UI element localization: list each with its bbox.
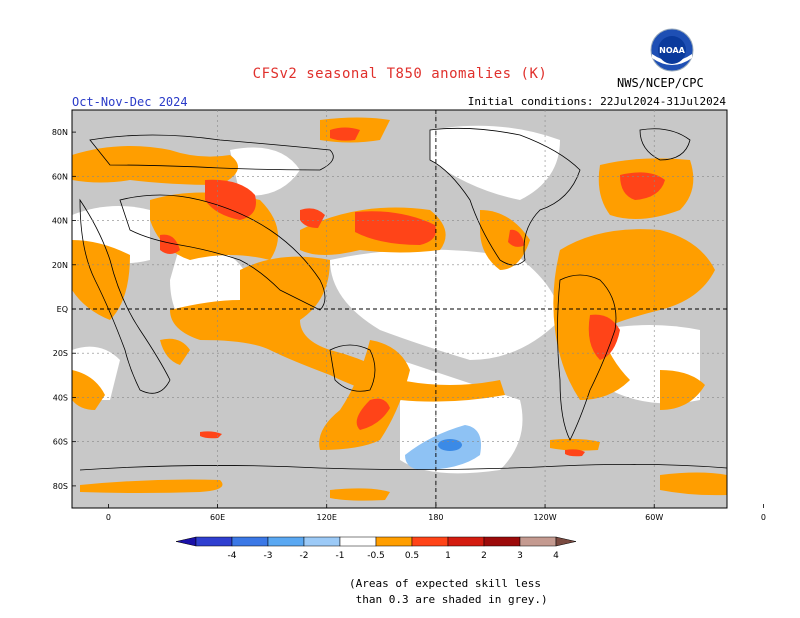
anomaly-1-2-regions <box>160 127 665 457</box>
lat-label: 80S <box>53 482 68 491</box>
colorbar-segment <box>339 536 377 547</box>
colorbar-tick-label: 2 <box>481 551 487 561</box>
colorbar-segment <box>519 536 557 547</box>
colorbar-segment <box>303 536 341 547</box>
lat-label: 40S <box>53 393 68 402</box>
map-title: CFSv2 seasonal T850 anomalies (K) <box>252 66 548 82</box>
colorbar-right-arrow <box>555 536 577 547</box>
lon-label: 120E <box>317 513 337 522</box>
colorbar-segment <box>447 536 485 547</box>
coastlines <box>79 127 727 471</box>
lat-label: 80N <box>52 128 68 137</box>
season-label: Oct-Nov-Dec 2024 <box>72 95 188 109</box>
map-field <box>72 110 727 508</box>
lon-label: 180 <box>428 513 443 522</box>
gridlines <box>72 110 727 508</box>
colorbar-segment <box>411 536 449 547</box>
lon-label: 0 <box>106 513 111 522</box>
lat-label: EQ <box>57 305 68 314</box>
lat-label: 60N <box>52 172 68 181</box>
colorbar-segment <box>195 536 233 547</box>
noaa-logo: NOAA <box>650 28 694 72</box>
negative-anomaly-region <box>405 425 481 470</box>
colorbar-segment <box>483 536 521 547</box>
colorbar-tick-label: 1 <box>445 551 451 561</box>
colorbar-tick-label: -0.5 <box>367 551 385 561</box>
colorbar-segment <box>375 536 413 547</box>
colorbar-tick-label: -2 <box>300 551 309 561</box>
lon-label: 60W <box>645 513 663 522</box>
colorbar-left-arrow <box>175 536 197 547</box>
lon-label: 0 <box>761 513 766 522</box>
lat-label: 40N <box>52 217 68 226</box>
longitude-labels: 0 60E 120E 180 120W 60W 0 <box>106 504 766 522</box>
noaa-logo-text: NOAA <box>659 46 685 55</box>
colorbar-tick-label: -4 <box>228 551 237 561</box>
colorbar-segment <box>267 536 305 547</box>
colorbar-tick-label: 4 <box>553 551 559 561</box>
initial-conditions-label: Initial conditions: 22Jul2024-31Jul2024 <box>467 95 726 108</box>
latitude-labels: 80N 60N 40N 20N EQ 20S 40S 60S 80S <box>52 128 76 491</box>
lat-label: 20N <box>52 261 68 270</box>
lat-label: 60S <box>53 438 68 447</box>
lat-label: 20S <box>53 349 68 358</box>
skill-footnote: (Areas of expected skill less than 0.3 a… <box>349 577 548 606</box>
colorbar: -4 -3 -2 -1 -0.5 0.5 1 2 3 4 <box>175 536 577 561</box>
colorbar-tick-label: 3 <box>517 551 523 561</box>
organization-label: NWS/NCEP/CPC <box>617 76 704 90</box>
colorbar-tick-label: 0.5 <box>405 551 419 561</box>
lon-label: 60E <box>210 513 225 522</box>
colorbar-tick-label: -1 <box>336 551 345 561</box>
colorbar-tick-label: -3 <box>264 551 273 561</box>
lon-label: 120W <box>533 513 556 522</box>
colorbar-segment <box>231 536 269 547</box>
